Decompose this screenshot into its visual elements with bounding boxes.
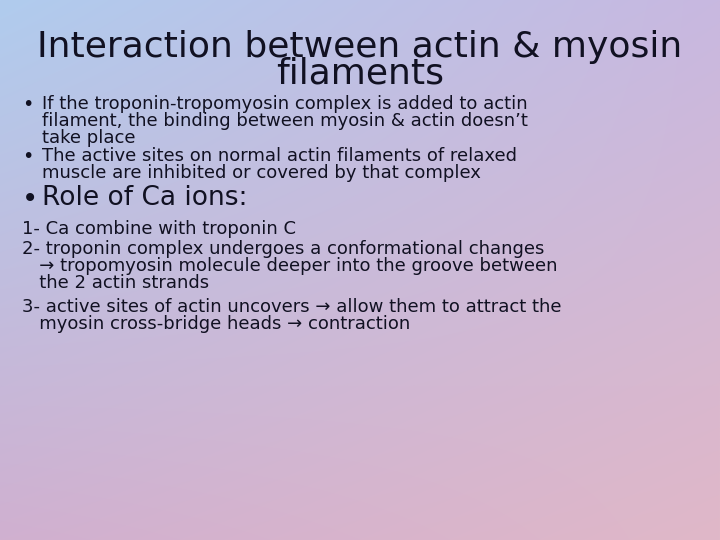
Text: If the troponin-tropomyosin complex is added to actin: If the troponin-tropomyosin complex is a…: [42, 95, 528, 113]
Text: 2- troponin complex undergoes a conformational changes: 2- troponin complex undergoes a conforma…: [22, 240, 544, 258]
Text: myosin cross-bridge heads → contraction: myosin cross-bridge heads → contraction: [22, 315, 410, 333]
Text: •: •: [22, 147, 33, 166]
Text: 3- active sites of actin uncovers → allow them to attract the: 3- active sites of actin uncovers → allo…: [22, 298, 562, 316]
Text: Interaction between actin & myosin: Interaction between actin & myosin: [37, 30, 683, 64]
Text: filament, the binding between myosin & actin doesn’t: filament, the binding between myosin & a…: [42, 112, 528, 130]
Text: filaments: filaments: [276, 57, 444, 91]
Text: → tropomyosin molecule deeper into the groove between: → tropomyosin molecule deeper into the g…: [22, 257, 557, 275]
Text: take place: take place: [42, 129, 135, 147]
Text: 1- Ca combine with troponin C: 1- Ca combine with troponin C: [22, 220, 296, 238]
Text: Role of Ca ions:: Role of Ca ions:: [42, 185, 248, 211]
Text: •: •: [22, 95, 33, 114]
Text: muscle are inhibited or covered by that complex: muscle are inhibited or covered by that …: [42, 164, 481, 182]
Text: •: •: [22, 185, 38, 213]
Text: The active sites on normal actin filaments of relaxed: The active sites on normal actin filamen…: [42, 147, 517, 165]
Text: the 2 actin strands: the 2 actin strands: [22, 274, 209, 292]
